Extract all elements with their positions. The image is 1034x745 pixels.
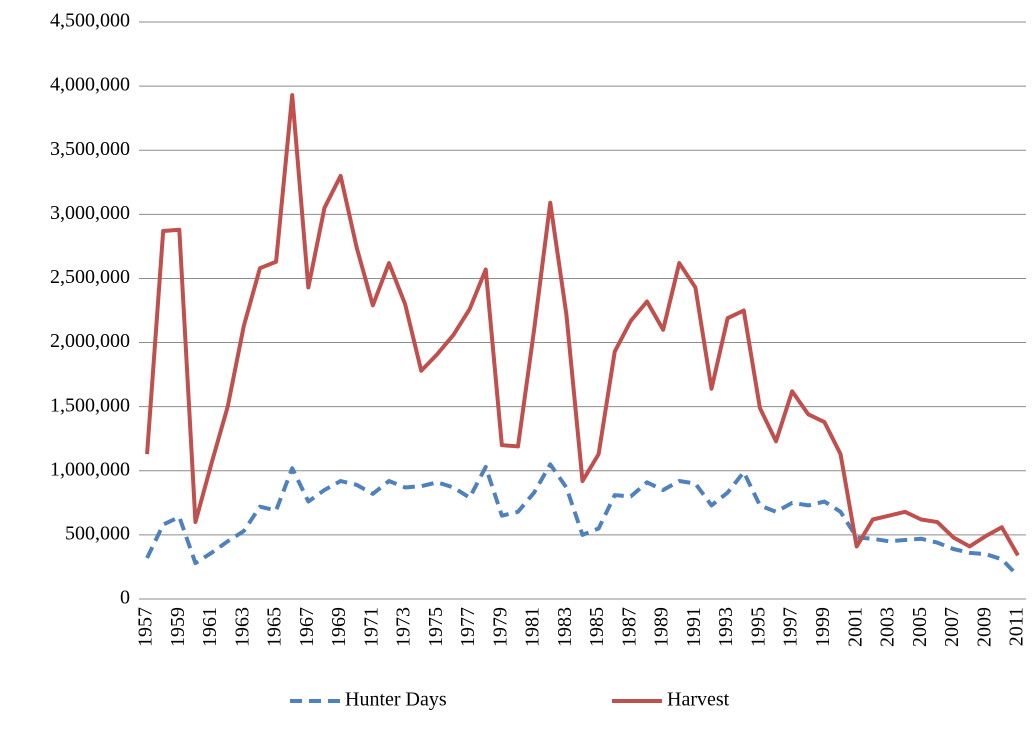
x-tick-label: 1991 [683, 607, 705, 647]
line-series [145, 462, 1020, 578]
y-tick-label: 4,500,000 [50, 10, 130, 32]
x-tick-label: 1965 [264, 607, 286, 647]
x-tick-label: 1967 [296, 607, 318, 647]
x-tick-label: 1979 [489, 607, 511, 647]
x-tick-label: 1993 [715, 607, 737, 647]
x-tick-label: 1969 [328, 607, 350, 647]
legend-label: Hunter Days [345, 689, 447, 711]
y-tick-label: 2,000,000 [50, 330, 130, 352]
x-tick-label: 2001 [844, 607, 866, 647]
y-tick-label: 1,500,000 [50, 394, 130, 416]
y-tick-label: 3,500,000 [50, 138, 130, 160]
y-tick-label: 4,000,000 [50, 74, 130, 96]
x-tick-label: 2009 [973, 607, 995, 647]
y-tick-label: 3,000,000 [50, 202, 130, 224]
x-tick-label: 2003 [877, 607, 899, 647]
x-tick-label: 1961 [199, 607, 221, 647]
x-tick-label: 1975 [425, 607, 447, 647]
x-tick-label: 1971 [360, 607, 382, 647]
x-tick-label: 1977 [457, 607, 479, 647]
x-tick-label: 1963 [231, 607, 253, 647]
x-tick-label: 1985 [586, 607, 608, 647]
x-tick-label: 1973 [393, 607, 415, 647]
x-tick-label: 2011 [1006, 607, 1028, 646]
x-tick-label: 2005 [909, 607, 931, 647]
x-tick-label: 1997 [780, 607, 802, 647]
x-tick-label: 2007 [941, 607, 963, 647]
y-tick-label: 2,500,000 [50, 266, 130, 288]
x-tick-label: 1959 [167, 607, 189, 647]
line-series [145, 93, 1020, 557]
y-tick-label: 500,000 [65, 522, 130, 544]
y-tick-label: 1,000,000 [50, 458, 130, 480]
x-tick-label: 1957 [135, 607, 157, 647]
legend-label: Harvest [667, 689, 730, 711]
x-tick-label: 1999 [812, 607, 834, 647]
x-tick-label: 1983 [554, 607, 576, 647]
x-tick-label: 1981 [522, 607, 544, 647]
y-tick-label: 0 [120, 587, 130, 609]
x-tick-label: 1987 [618, 607, 640, 647]
x-tick-label: 1989 [651, 607, 673, 647]
x-tick-label: 1995 [747, 607, 769, 647]
